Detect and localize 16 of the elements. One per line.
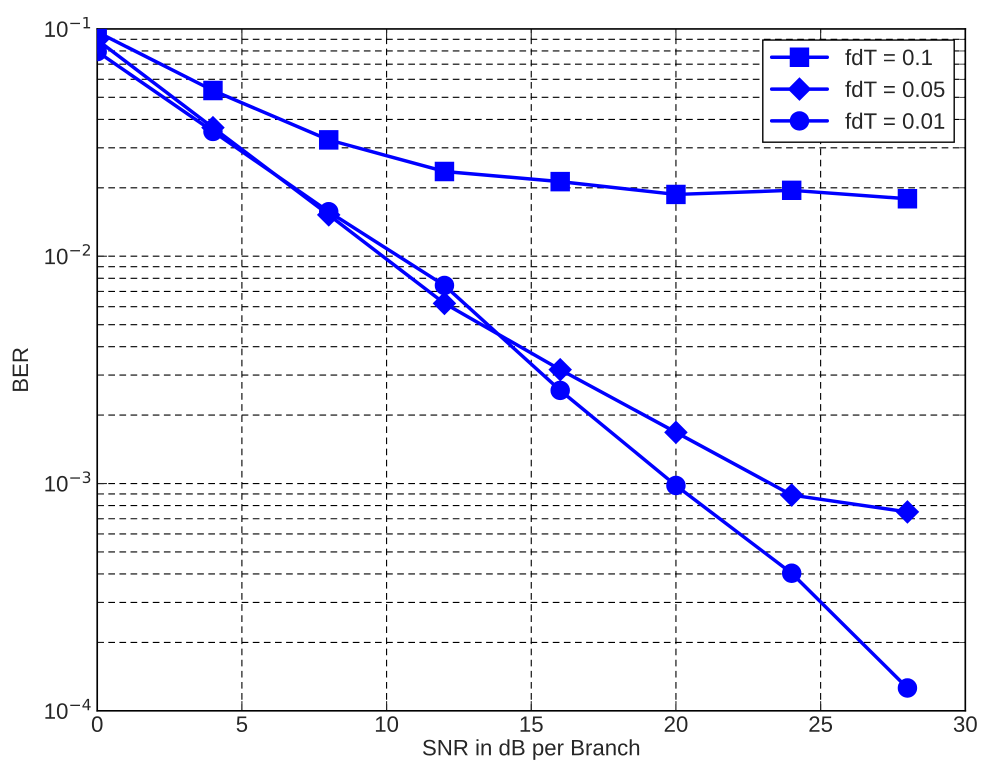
x-axis-title: SNR in dB per Branch	[422, 739, 640, 760]
y-tick-label: 10$^{−4}$	[45, 698, 91, 719]
x-tick-label: 15	[520, 716, 543, 732]
y-tick-label: 10$^{−1}$	[45, 16, 90, 38]
x-tick-label: 5	[236, 716, 248, 732]
x-tick-label: 20	[664, 716, 688, 732]
y-axis-title: BER	[12, 348, 28, 391]
legend-label: fdT = 0.01	[845, 112, 944, 129]
x-tick-label: 10	[376, 716, 398, 732]
x-tick-label: 0	[92, 716, 103, 732]
y-tick-label: 10$^{−3}$	[45, 471, 90, 492]
legend-label: fdT = 0.1	[845, 48, 932, 66]
y-tick-label: 10$^{−2}$	[45, 244, 90, 264]
x-tick-label: 30	[954, 716, 977, 732]
legend-label: fdT = 0.05	[845, 80, 944, 98]
x-tick-label: 25	[809, 716, 832, 732]
